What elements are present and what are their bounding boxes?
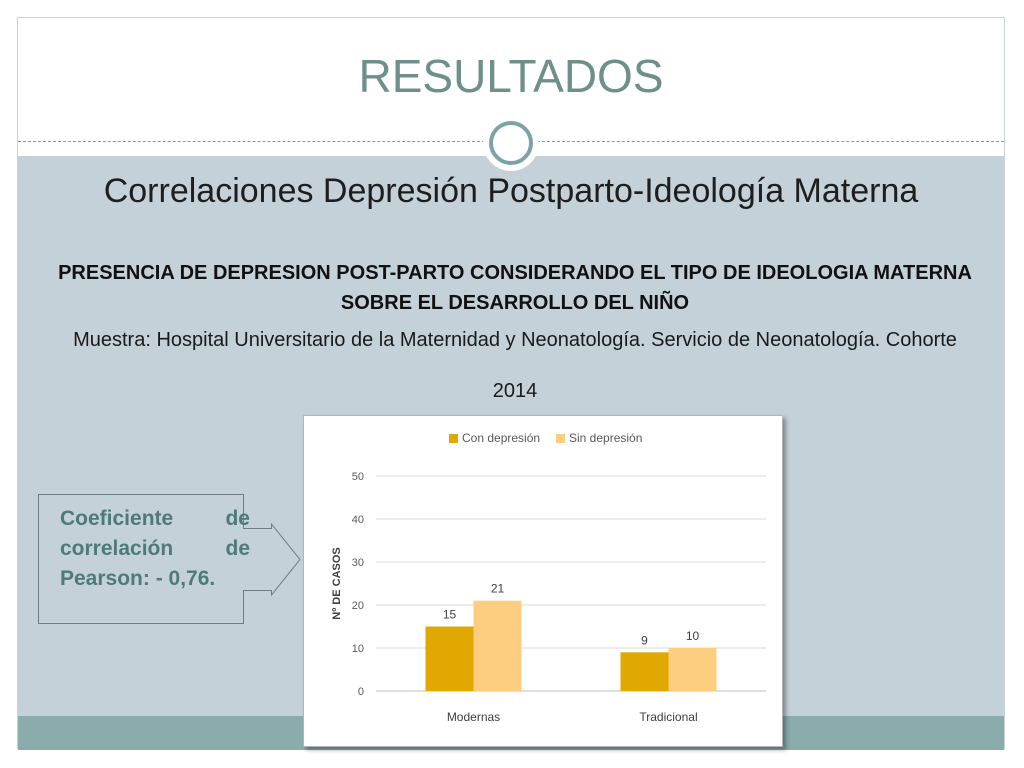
data-label: 21	[491, 582, 505, 596]
y-axis-label: Nº DE CASOS	[331, 547, 343, 619]
pearson-callout: Coeficiente de correlación de Pearson: -…	[38, 494, 328, 626]
y-tick-label: 0	[358, 686, 364, 698]
bar-chart-svg: 0 10 20 30 40 50 Nº DE CASOS 15 21 Modernas 9 10 Tra…	[331, 431, 766, 724]
y-tick-label: 10	[352, 643, 364, 655]
x-tick-label: Modernas	[447, 710, 500, 724]
x-tick-label: Tradicional	[639, 710, 697, 724]
legend-label: Con depresión	[462, 431, 540, 445]
data-label: 9	[641, 633, 648, 647]
section-heading: PRESENCIA DE DEPRESION POST-PARTO CONSID…	[58, 262, 972, 314]
slide-title: RESULTADOS	[358, 50, 664, 102]
bar-con-depresion	[620, 652, 669, 691]
slide-subtitle: Correlaciones Depresión Postparto-Ideolo…	[103, 172, 919, 210]
sample-year: 2014	[492, 380, 538, 402]
legend-swatch	[449, 434, 458, 443]
y-tick-label: 50	[352, 471, 364, 483]
data-label: 10	[686, 629, 700, 643]
bar-sin-depresion	[668, 648, 717, 691]
legend-label: Sin depresión	[569, 431, 642, 445]
circle-ornament-icon	[483, 115, 539, 171]
legend-swatch	[556, 434, 565, 443]
y-tick-label: 40	[352, 514, 364, 526]
data-label: 15	[443, 608, 457, 622]
pearson-coefficient-text: Coeficiente de correlación de Pearson: -…	[60, 507, 250, 590]
y-tick-label: 30	[352, 557, 364, 569]
bar-chart: 0 10 20 30 40 50 Nº DE CASOS 15 21 Modernas 9 10 Tra…	[303, 415, 783, 747]
arrow-callout-shape	[38, 494, 301, 624]
bar-sin-depresion	[473, 600, 522, 691]
y-tick-label: 20	[352, 600, 364, 612]
bar-con-depresion	[425, 626, 474, 691]
sample-description: Muestra: Hospital Universitario de la Ma…	[73, 329, 957, 351]
